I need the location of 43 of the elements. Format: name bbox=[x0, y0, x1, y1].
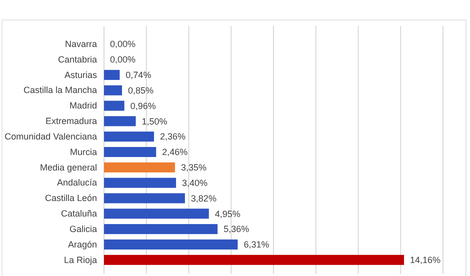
bar bbox=[104, 193, 185, 204]
y-tick-label: Asturias bbox=[64, 70, 98, 80]
bar bbox=[104, 85, 122, 96]
data-label: 3,35% bbox=[180, 162, 207, 173]
data-label: 0,85% bbox=[128, 85, 154, 96]
bar bbox=[104, 100, 124, 111]
bar bbox=[104, 239, 238, 250]
y-tick-label: Cataluña bbox=[60, 208, 97, 219]
y-tick-label: Castilla la Mancha bbox=[23, 85, 97, 96]
y-tick-label: Andalucía bbox=[56, 178, 97, 188]
data-label: 3,40% bbox=[182, 178, 208, 188]
y-tick-label: Madrid bbox=[69, 100, 97, 111]
data-label: 5,36% bbox=[224, 224, 250, 234]
y-tick-label: Extremadura bbox=[45, 116, 97, 126]
y-tick-label: Murcia bbox=[70, 146, 97, 157]
y-tick-label: Cantabria bbox=[58, 54, 97, 64]
bar bbox=[104, 254, 404, 265]
y-tick-label: Media general bbox=[40, 162, 97, 172]
data-label: 0,00% bbox=[110, 39, 136, 50]
bar bbox=[104, 146, 156, 158]
y-tick-label: Galicia bbox=[69, 224, 97, 234]
data-label: 14,16% bbox=[410, 255, 441, 266]
data-label: 4,95% bbox=[214, 208, 240, 219]
bar bbox=[104, 132, 154, 142]
bar bbox=[104, 70, 120, 80]
bar bbox=[104, 224, 218, 234]
data-label: 2,46% bbox=[162, 147, 188, 158]
bar bbox=[104, 162, 175, 172]
y-tick-label: Aragón bbox=[68, 239, 97, 250]
bar bbox=[104, 116, 136, 126]
data-label: 0,74% bbox=[126, 70, 152, 80]
bar bbox=[104, 178, 176, 188]
y-tick-label: Navarra bbox=[64, 38, 97, 49]
y-tick-label: Comunidad Valenciana bbox=[4, 131, 97, 142]
data-label: 1,50% bbox=[142, 116, 168, 126]
y-tick-label: Castilla León bbox=[44, 193, 97, 204]
bar bbox=[104, 208, 209, 219]
y-tick-label: La Rioja bbox=[64, 254, 97, 265]
data-label: 2,36% bbox=[160, 132, 186, 142]
data-label: 6,31% bbox=[244, 240, 270, 250]
data-label: 3,82% bbox=[190, 193, 216, 204]
data-label: 0,00% bbox=[110, 54, 136, 65]
data-label: 0,96% bbox=[130, 100, 156, 111]
